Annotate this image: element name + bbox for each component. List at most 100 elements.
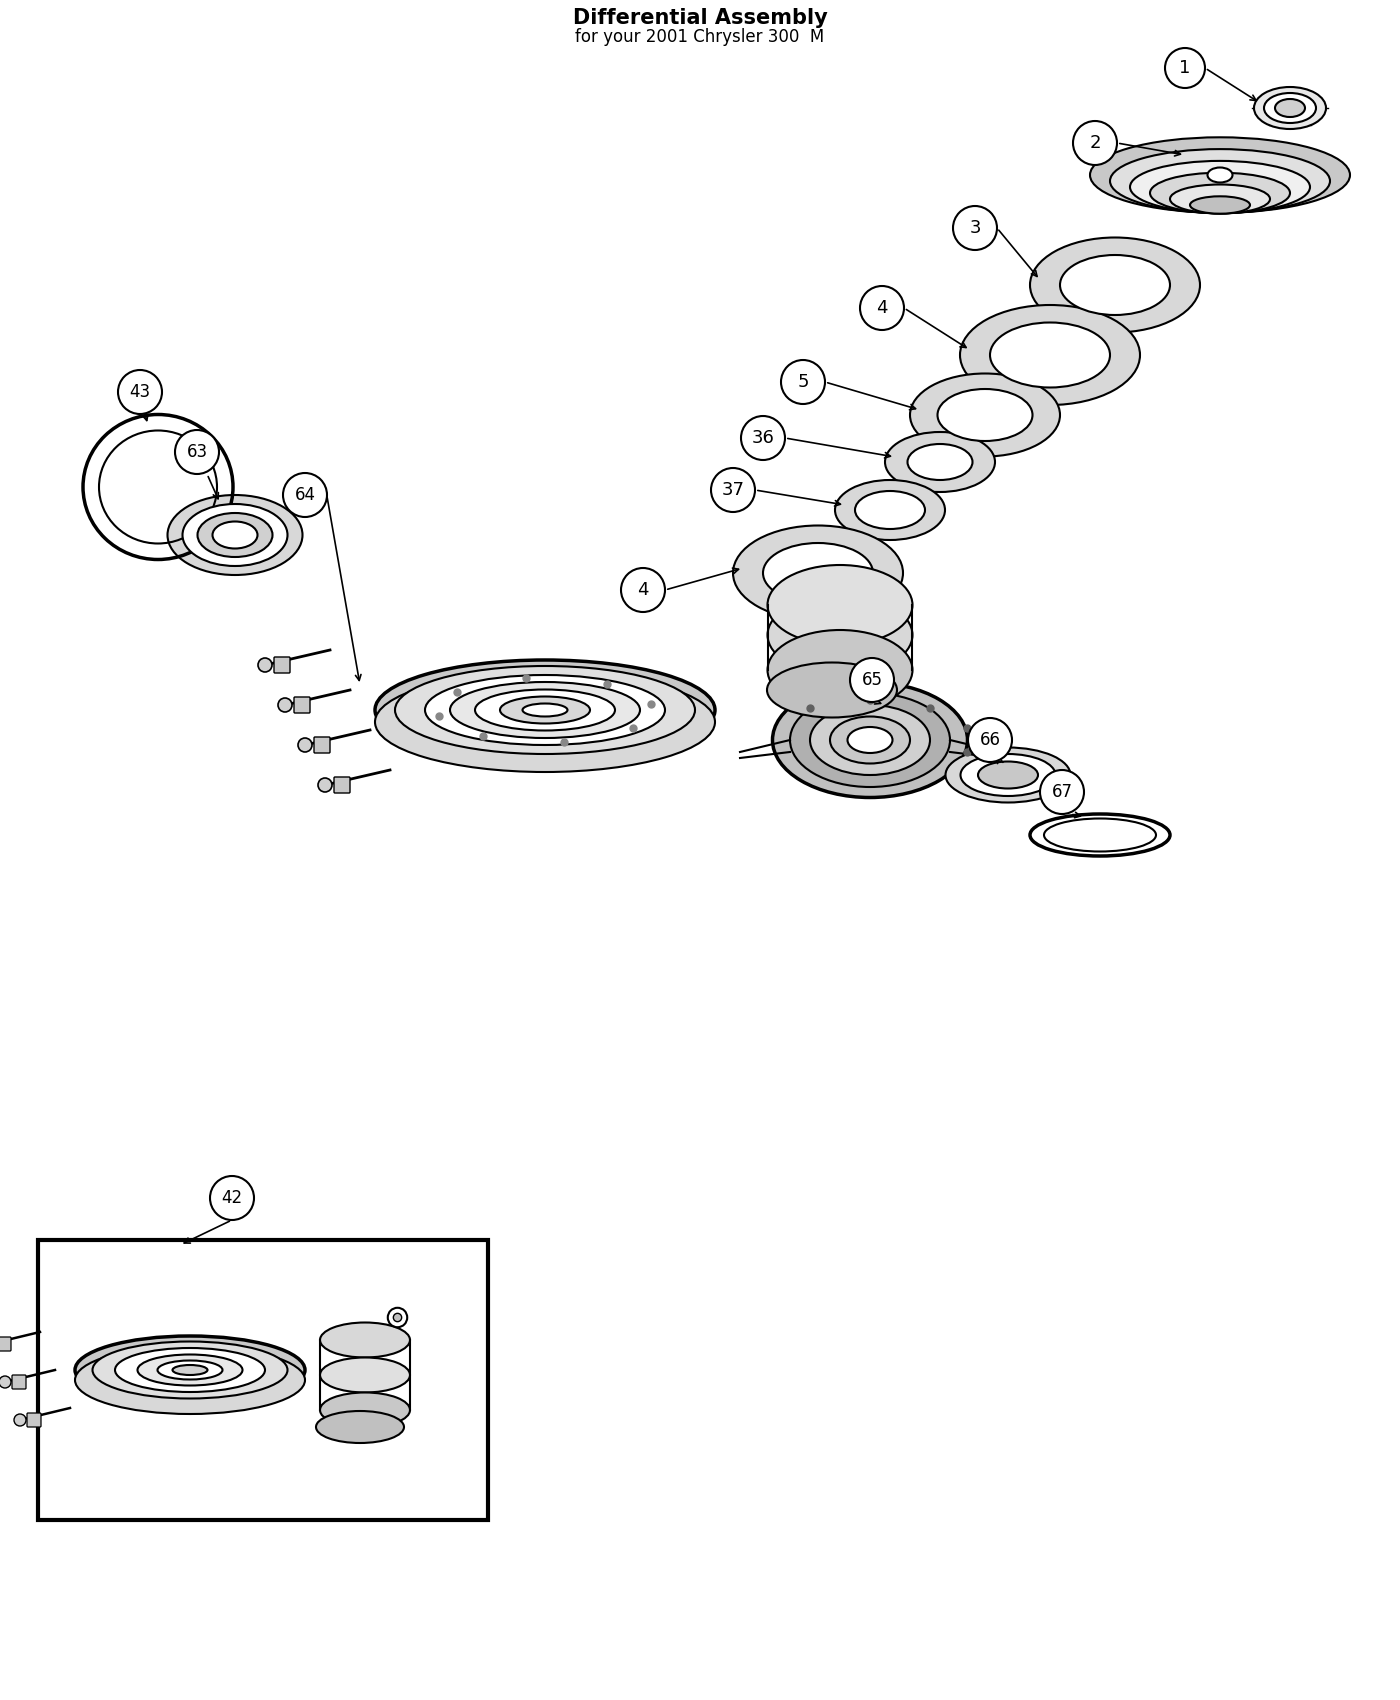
FancyBboxPatch shape (274, 656, 290, 673)
Ellipse shape (92, 1341, 287, 1399)
Ellipse shape (316, 1411, 405, 1443)
Circle shape (0, 1375, 11, 1387)
Circle shape (258, 658, 272, 672)
Ellipse shape (811, 706, 930, 775)
Circle shape (283, 473, 328, 517)
Ellipse shape (1149, 173, 1289, 212)
Circle shape (298, 738, 312, 751)
Ellipse shape (1275, 99, 1305, 117)
Ellipse shape (76, 1336, 305, 1404)
Ellipse shape (834, 479, 945, 541)
Ellipse shape (910, 374, 1060, 457)
Circle shape (1165, 48, 1205, 88)
FancyBboxPatch shape (294, 697, 309, 712)
Ellipse shape (945, 748, 1071, 802)
Text: 63: 63 (186, 444, 207, 461)
Ellipse shape (321, 1358, 410, 1392)
Ellipse shape (395, 666, 694, 755)
Ellipse shape (197, 513, 273, 558)
Ellipse shape (426, 675, 665, 745)
Circle shape (741, 416, 785, 461)
Ellipse shape (321, 1323, 410, 1358)
Circle shape (622, 568, 665, 612)
Ellipse shape (1170, 185, 1270, 214)
Text: Differential Assembly: Differential Assembly (573, 8, 827, 27)
Circle shape (781, 360, 825, 405)
Ellipse shape (960, 755, 1056, 796)
Text: 4: 4 (876, 299, 888, 316)
Text: 2: 2 (1089, 134, 1100, 151)
Ellipse shape (1130, 162, 1310, 212)
Ellipse shape (885, 432, 995, 491)
Ellipse shape (1110, 150, 1330, 212)
FancyBboxPatch shape (13, 1375, 27, 1389)
Text: 67: 67 (1051, 784, 1072, 801)
Circle shape (1072, 121, 1117, 165)
Circle shape (850, 658, 895, 702)
Ellipse shape (1254, 87, 1326, 129)
Ellipse shape (375, 660, 715, 760)
Ellipse shape (938, 389, 1033, 440)
Ellipse shape (321, 1392, 410, 1428)
Ellipse shape (213, 522, 258, 549)
Ellipse shape (855, 491, 925, 529)
Ellipse shape (767, 663, 897, 717)
Circle shape (953, 206, 997, 250)
Ellipse shape (763, 542, 874, 603)
Text: 43: 43 (129, 382, 151, 401)
Ellipse shape (1264, 94, 1316, 122)
Circle shape (711, 468, 755, 512)
Circle shape (175, 430, 218, 474)
Circle shape (14, 1414, 27, 1426)
Ellipse shape (830, 716, 910, 763)
Circle shape (118, 371, 162, 415)
Text: 1: 1 (1179, 60, 1190, 76)
Ellipse shape (157, 1360, 223, 1379)
Circle shape (279, 699, 293, 712)
Text: 37: 37 (721, 481, 745, 500)
Ellipse shape (375, 672, 715, 772)
FancyBboxPatch shape (27, 1413, 41, 1426)
Ellipse shape (847, 728, 893, 753)
Ellipse shape (790, 694, 951, 787)
Ellipse shape (767, 595, 913, 675)
Ellipse shape (449, 682, 640, 738)
Text: 42: 42 (221, 1188, 242, 1207)
Text: 36: 36 (752, 428, 774, 447)
FancyBboxPatch shape (335, 777, 350, 792)
Ellipse shape (1207, 168, 1232, 182)
Ellipse shape (522, 704, 567, 716)
Circle shape (318, 779, 332, 792)
Circle shape (967, 717, 1012, 762)
Ellipse shape (773, 682, 967, 797)
Text: 5: 5 (797, 372, 809, 391)
Ellipse shape (500, 697, 589, 724)
Ellipse shape (767, 564, 913, 644)
Ellipse shape (1030, 238, 1200, 333)
Ellipse shape (168, 495, 302, 575)
Ellipse shape (137, 1355, 242, 1386)
Text: 4: 4 (637, 581, 648, 598)
Ellipse shape (1091, 138, 1350, 212)
Ellipse shape (475, 690, 615, 731)
Circle shape (1040, 770, 1084, 814)
Text: for your 2001 Chrysler 300  M: for your 2001 Chrysler 300 M (575, 27, 825, 46)
Ellipse shape (1060, 255, 1170, 314)
Text: 66: 66 (980, 731, 1001, 750)
Ellipse shape (76, 1346, 305, 1414)
FancyBboxPatch shape (314, 738, 330, 753)
Ellipse shape (907, 444, 973, 479)
Ellipse shape (767, 631, 913, 711)
Circle shape (860, 286, 904, 330)
Ellipse shape (979, 762, 1037, 789)
Ellipse shape (734, 525, 903, 620)
Ellipse shape (172, 1365, 207, 1375)
Bar (38, 1239, 489, 1520)
Text: 64: 64 (294, 486, 315, 503)
Text: 3: 3 (969, 219, 981, 236)
Circle shape (210, 1176, 253, 1221)
Ellipse shape (1190, 196, 1250, 214)
FancyBboxPatch shape (0, 1336, 11, 1352)
Ellipse shape (960, 304, 1140, 405)
Ellipse shape (182, 503, 287, 566)
